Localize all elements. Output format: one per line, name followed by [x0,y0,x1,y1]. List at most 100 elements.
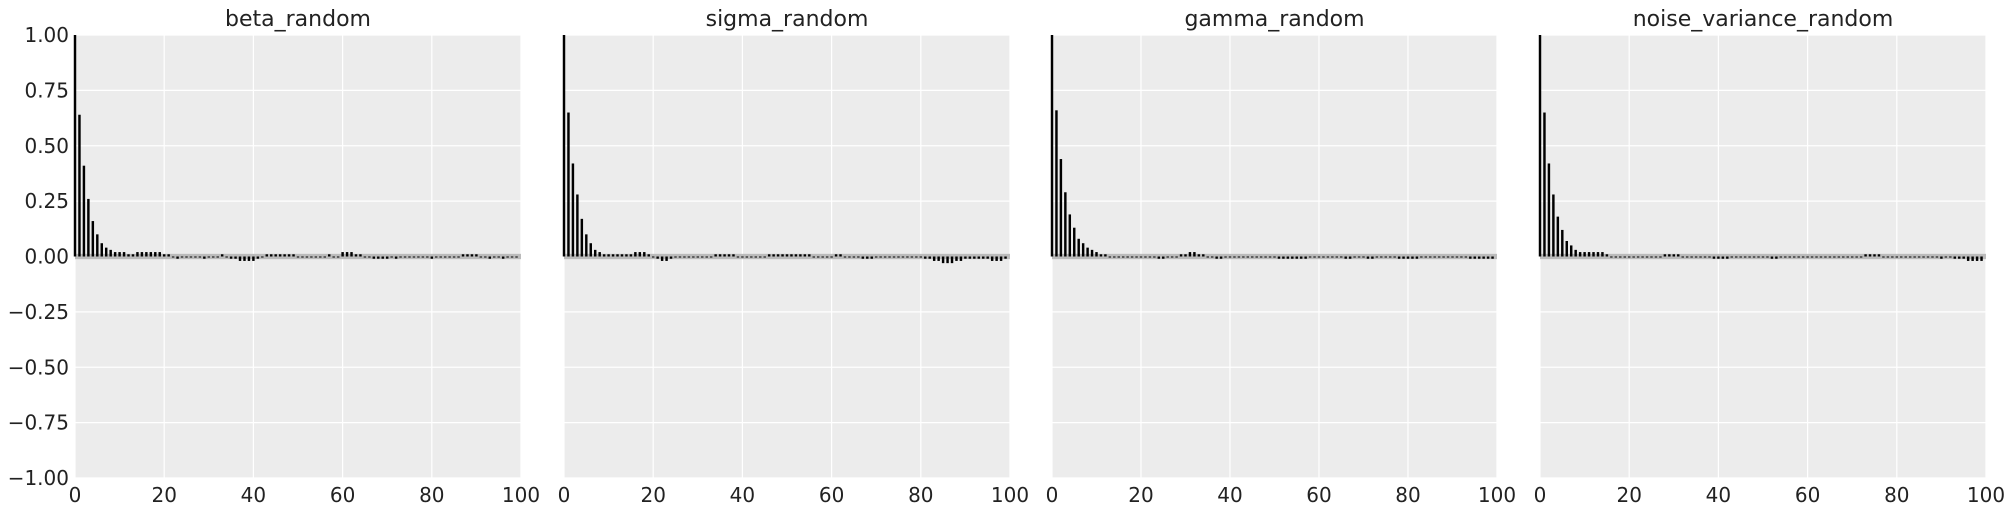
acf-bar [1406,256,1410,259]
acf-bar [803,254,807,257]
acf-bar [834,254,838,257]
acf-bar [493,256,496,258]
acf-bar [1735,256,1738,258]
acf-bar [1081,243,1085,257]
acf-bar [1117,256,1120,258]
acf-bar [910,256,914,258]
acf-bar [1538,35,1542,257]
acf-bar [421,256,425,258]
acf-bar [189,256,193,258]
acf-bar [1726,256,1729,259]
acf-bar [180,256,184,258]
acf-bar [247,256,251,261]
acf-bar [1627,256,1631,258]
acf-bar [1322,256,1325,258]
acf-bar [701,256,704,258]
acf-bar [1073,227,1076,257]
acf-bar [327,254,331,257]
acf-bar [131,254,135,257]
acf-bar [1340,256,1343,258]
acf-bar [598,252,601,257]
acf-bar [906,256,909,258]
acf-bar [950,256,954,264]
acf-bar [901,256,905,258]
acf-bar [479,256,483,258]
acf-bar [932,256,936,261]
acf-bar [261,256,264,258]
acf-bar [1578,252,1582,257]
acf-bar [973,256,976,259]
acf-bar [1482,256,1485,259]
acf-bar [1313,256,1316,258]
acf-bar [607,254,610,257]
acf-bar [1971,256,1974,261]
acf-bar [1304,256,1307,259]
acf-bar [1962,256,1965,259]
acf-bar [1402,256,1405,259]
acf-bar [562,35,566,257]
acf-bar [1654,256,1658,258]
x-tick-label: 20 [640,483,665,507]
acf-bar [430,256,434,259]
x-tick-label: 20 [1128,483,1153,507]
acf-bar [1842,256,1845,258]
acf-bar [1552,194,1555,257]
acf-bar [1569,245,1573,257]
acf-bar [790,254,793,257]
acf-bar [861,256,865,259]
acf-bar [1953,256,1957,259]
acf-bar [515,256,518,258]
acf-bar [892,256,896,258]
y-tick-label: 0.00 [24,245,69,269]
acf-bar [1415,256,1419,259]
acf-bar [1188,252,1192,257]
acf-bar [616,254,619,257]
acf-bar [1748,256,1751,258]
acf-bar [1388,256,1392,258]
acf-bar [194,256,197,258]
acf-bar [1344,256,1347,259]
acf-bar [1694,256,1698,258]
acf-bar [1908,256,1912,258]
acf-bar [1784,256,1787,258]
acf-bar [1460,256,1463,258]
acf-bar [296,256,300,258]
acf-bar [1690,256,1693,258]
acf-bar [345,252,349,257]
acf-bar [466,254,469,257]
acf-bar [1708,256,1711,258]
acf-bar [109,249,112,257]
acf-bar [982,256,985,259]
acf-bar [1473,256,1476,259]
acf-bar [669,256,673,259]
acf-bar [879,256,882,258]
panel-title: sigma_random [706,7,869,32]
acf-bar [91,221,95,257]
acf-bar [781,254,784,257]
acf-bar [1815,256,1818,258]
x-tick-label: 0 [1534,483,1547,507]
acf-bar [1362,256,1365,258]
acf-bar [1286,256,1290,259]
acf-bar [140,252,144,257]
acf-bar [323,256,326,258]
acf-bar [741,256,744,258]
acf-bar [1788,256,1791,258]
acf-bar [1077,238,1080,257]
acf-bar [354,254,358,257]
acf-bar [1090,249,1094,257]
acf-bar [1632,256,1635,258]
acf-bar [149,252,153,257]
panel-title: beta_random [225,7,371,32]
acf-bar [426,256,429,258]
acf-bar [1850,256,1854,258]
acf-bar [412,256,416,258]
acf-bar [1819,256,1823,258]
acf-bar [1411,256,1414,259]
acf-bar [1282,256,1285,259]
acf-bar [1743,256,1747,258]
acf-bar [1353,256,1356,258]
acf-bar [941,256,945,264]
acf-bar [452,256,456,258]
acf-bar [1446,256,1450,258]
